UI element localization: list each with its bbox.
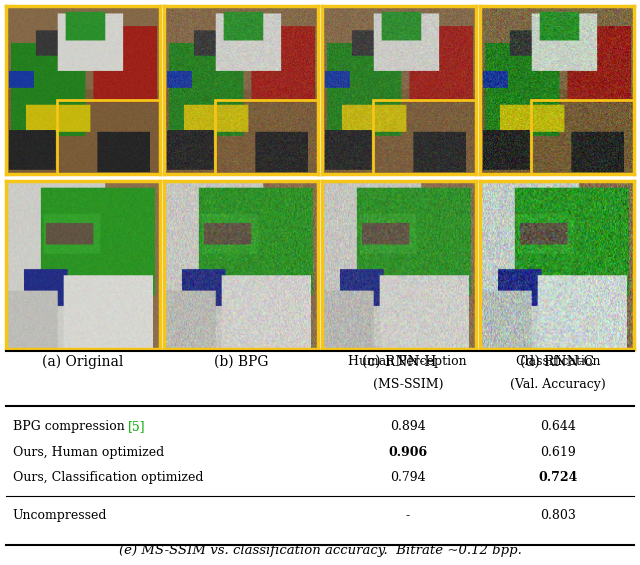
Bar [531,100,634,174]
X-axis label: (a) Original: (a) Original [42,354,124,369]
Bar [373,100,476,174]
Text: (MS-SSIM): (MS-SSIM) [372,379,443,392]
Text: 0.619: 0.619 [540,446,576,459]
Text: (Val. Accuracy): (Val. Accuracy) [511,379,606,392]
Text: 0.906: 0.906 [388,446,428,459]
Text: Classification: Classification [516,355,601,368]
Text: Human Perception: Human Perception [349,355,467,368]
Text: 0.803: 0.803 [540,508,576,521]
Text: -: - [406,508,410,521]
Text: Uncompressed: Uncompressed [13,508,107,521]
Text: 0.644: 0.644 [540,420,576,433]
Text: 0.724: 0.724 [539,471,578,484]
Bar [57,100,160,174]
Text: Ours, Classification optimized: Ours, Classification optimized [13,471,203,484]
X-axis label: (d) RNN-C: (d) RNN-C [520,354,594,368]
X-axis label: (b) BPG: (b) BPG [214,354,268,368]
Text: [5]: [5] [128,420,146,433]
Bar [215,100,317,174]
Text: (e) MS-SSIM vs. classification accuracy.  Bitrate ~0.12 bpp.: (e) MS-SSIM vs. classification accuracy.… [118,544,522,557]
Text: 0.794: 0.794 [390,471,426,484]
Text: Ours, Human optimized: Ours, Human optimized [13,446,164,459]
X-axis label: (c) RNN-H: (c) RNN-H [362,354,436,368]
Text: 0.894: 0.894 [390,420,426,433]
Text: BPG compression: BPG compression [13,420,129,433]
